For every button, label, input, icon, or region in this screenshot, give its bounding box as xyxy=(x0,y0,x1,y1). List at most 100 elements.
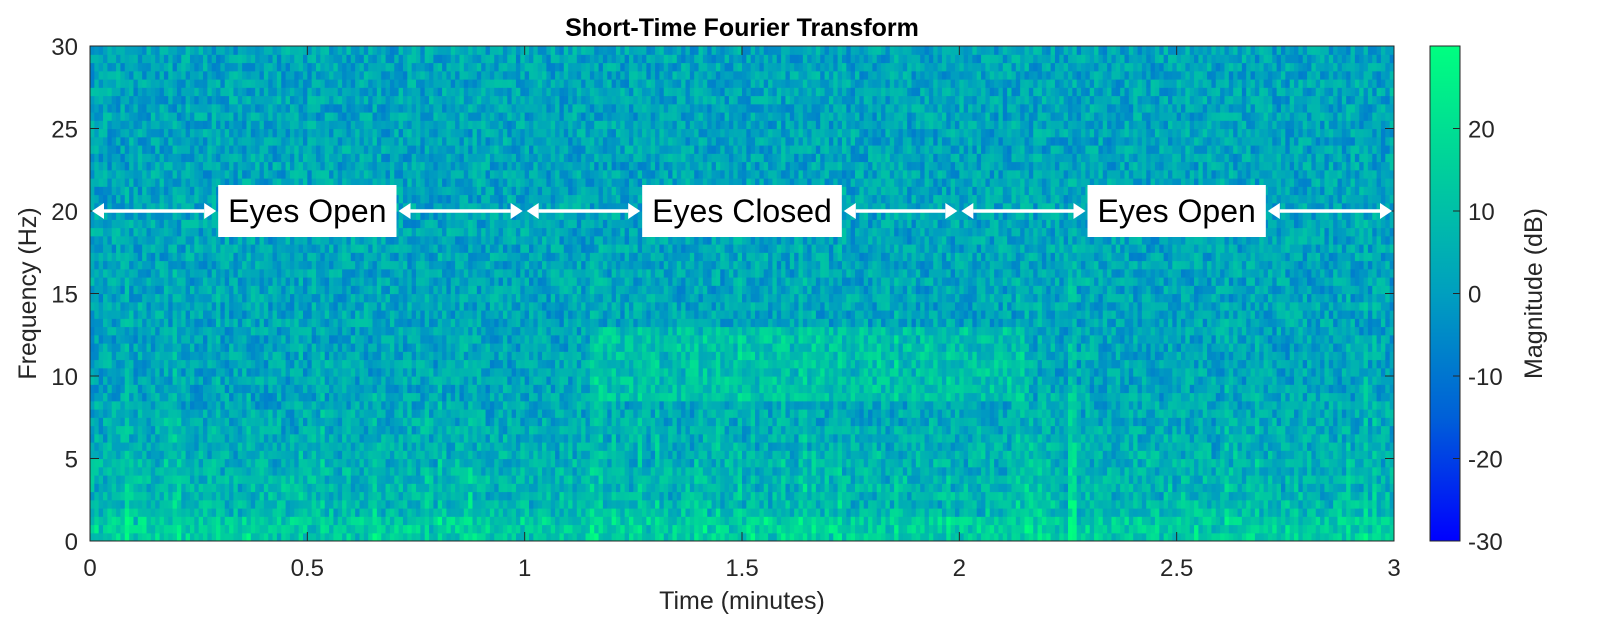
heatmap-cell xyxy=(433,161,439,171)
heatmap-cell xyxy=(259,95,265,105)
heatmap-cell xyxy=(433,442,439,451)
heatmap-cell xyxy=(246,244,252,253)
heatmap-cell xyxy=(363,285,369,295)
heatmap-cell xyxy=(150,136,156,146)
heatmap-cell xyxy=(203,103,208,113)
heatmap-cell xyxy=(407,128,413,138)
heatmap-cell xyxy=(381,301,387,311)
heatmap-cell xyxy=(346,409,352,418)
heatmap-cell xyxy=(194,285,200,295)
heatmap-cell xyxy=(242,103,248,113)
heatmap-cell xyxy=(159,301,165,311)
heatmap-cell xyxy=(429,277,434,286)
heatmap-cell xyxy=(129,219,135,229)
heatmap-cell xyxy=(355,70,361,80)
heatmap-cell xyxy=(433,458,439,468)
heatmap-cell xyxy=(307,70,313,80)
heatmap-cell xyxy=(402,103,408,113)
heatmap-cell xyxy=(250,310,256,319)
heatmap-cell xyxy=(203,293,208,303)
heatmap-cell xyxy=(337,136,343,146)
heatmap-cell xyxy=(424,62,430,72)
heatmap-cell xyxy=(259,491,265,501)
heatmap-cell xyxy=(111,136,117,146)
heatmap-cell xyxy=(294,145,300,154)
heatmap-cell xyxy=(237,409,243,418)
heatmap-cell xyxy=(333,235,339,245)
heatmap-cell xyxy=(398,244,404,253)
heatmap-cell xyxy=(194,79,200,88)
heatmap-cell xyxy=(268,153,274,163)
heatmap-cell xyxy=(185,136,191,146)
heatmap-cell xyxy=(389,87,395,97)
heatmap-cell xyxy=(98,46,104,55)
heatmap-cell xyxy=(229,466,235,476)
heatmap-cell xyxy=(163,219,169,229)
heatmap-cell xyxy=(159,87,165,97)
heatmap-cell xyxy=(263,103,269,113)
heatmap-cell xyxy=(359,491,365,501)
heatmap-cell xyxy=(207,194,213,204)
heatmap-cell xyxy=(394,310,400,319)
heatmap-cell xyxy=(229,376,235,385)
heatmap-cell xyxy=(437,392,443,402)
heatmap-cell xyxy=(181,202,187,212)
heatmap-cell xyxy=(263,95,269,105)
heatmap-cell xyxy=(342,351,348,361)
heatmap-cell xyxy=(389,491,395,501)
heatmap-cell xyxy=(342,450,348,460)
heatmap-cell xyxy=(268,128,274,138)
heatmap-cell xyxy=(372,128,378,138)
heatmap-cell xyxy=(346,136,352,146)
heatmap-cell xyxy=(350,293,356,303)
heatmap-cell xyxy=(337,252,343,262)
heatmap-cell xyxy=(433,62,439,72)
heatmap-cell xyxy=(342,95,348,105)
heatmap-cell xyxy=(120,62,126,72)
heatmap-cell xyxy=(159,268,165,278)
heatmap-cell xyxy=(416,54,421,64)
heatmap-cell xyxy=(307,285,313,295)
heatmap-cell xyxy=(355,376,361,385)
heatmap-cell xyxy=(142,532,148,541)
heatmap-cell xyxy=(398,136,404,146)
heatmap-cell xyxy=(237,516,243,526)
heatmap-cell xyxy=(311,491,317,501)
heatmap-cell xyxy=(189,310,195,319)
heatmap-cell xyxy=(333,343,339,352)
heatmap-cell xyxy=(185,433,191,443)
heatmap-cell xyxy=(372,310,378,319)
heatmap-cell xyxy=(198,532,204,541)
heatmap-cell xyxy=(133,483,139,493)
heatmap-cell xyxy=(424,384,430,394)
heatmap-cell xyxy=(111,384,117,394)
heatmap-cell xyxy=(198,244,204,253)
heatmap-cell xyxy=(420,70,426,80)
heatmap-cell xyxy=(137,491,143,501)
heatmap-cell xyxy=(411,475,417,484)
heatmap-cell xyxy=(155,70,161,80)
heatmap-cell xyxy=(346,145,352,154)
heatmap-cell xyxy=(394,491,400,501)
heatmap-cell xyxy=(302,161,308,171)
heatmap-cell xyxy=(355,392,361,402)
heatmap-cell xyxy=(172,169,178,179)
heatmap-cell xyxy=(389,417,395,427)
heatmap-cell xyxy=(146,384,152,394)
heatmap-cell xyxy=(120,442,126,451)
heatmap-cell xyxy=(120,326,126,336)
heatmap-cell xyxy=(411,458,417,468)
heatmap-cell xyxy=(446,235,452,245)
heatmap-cell xyxy=(172,79,178,88)
heatmap-cell xyxy=(207,103,213,113)
heatmap-cell xyxy=(111,285,117,295)
heatmap-cell xyxy=(142,227,148,237)
heatmap-cell xyxy=(324,169,330,179)
heatmap-cell xyxy=(416,425,421,435)
heatmap-cell xyxy=(98,433,104,443)
heatmap-cell xyxy=(155,293,161,303)
heatmap-cell xyxy=(450,450,456,460)
heatmap-cell xyxy=(103,483,108,493)
heatmap-cell xyxy=(176,211,182,220)
heatmap-cell xyxy=(294,54,300,64)
